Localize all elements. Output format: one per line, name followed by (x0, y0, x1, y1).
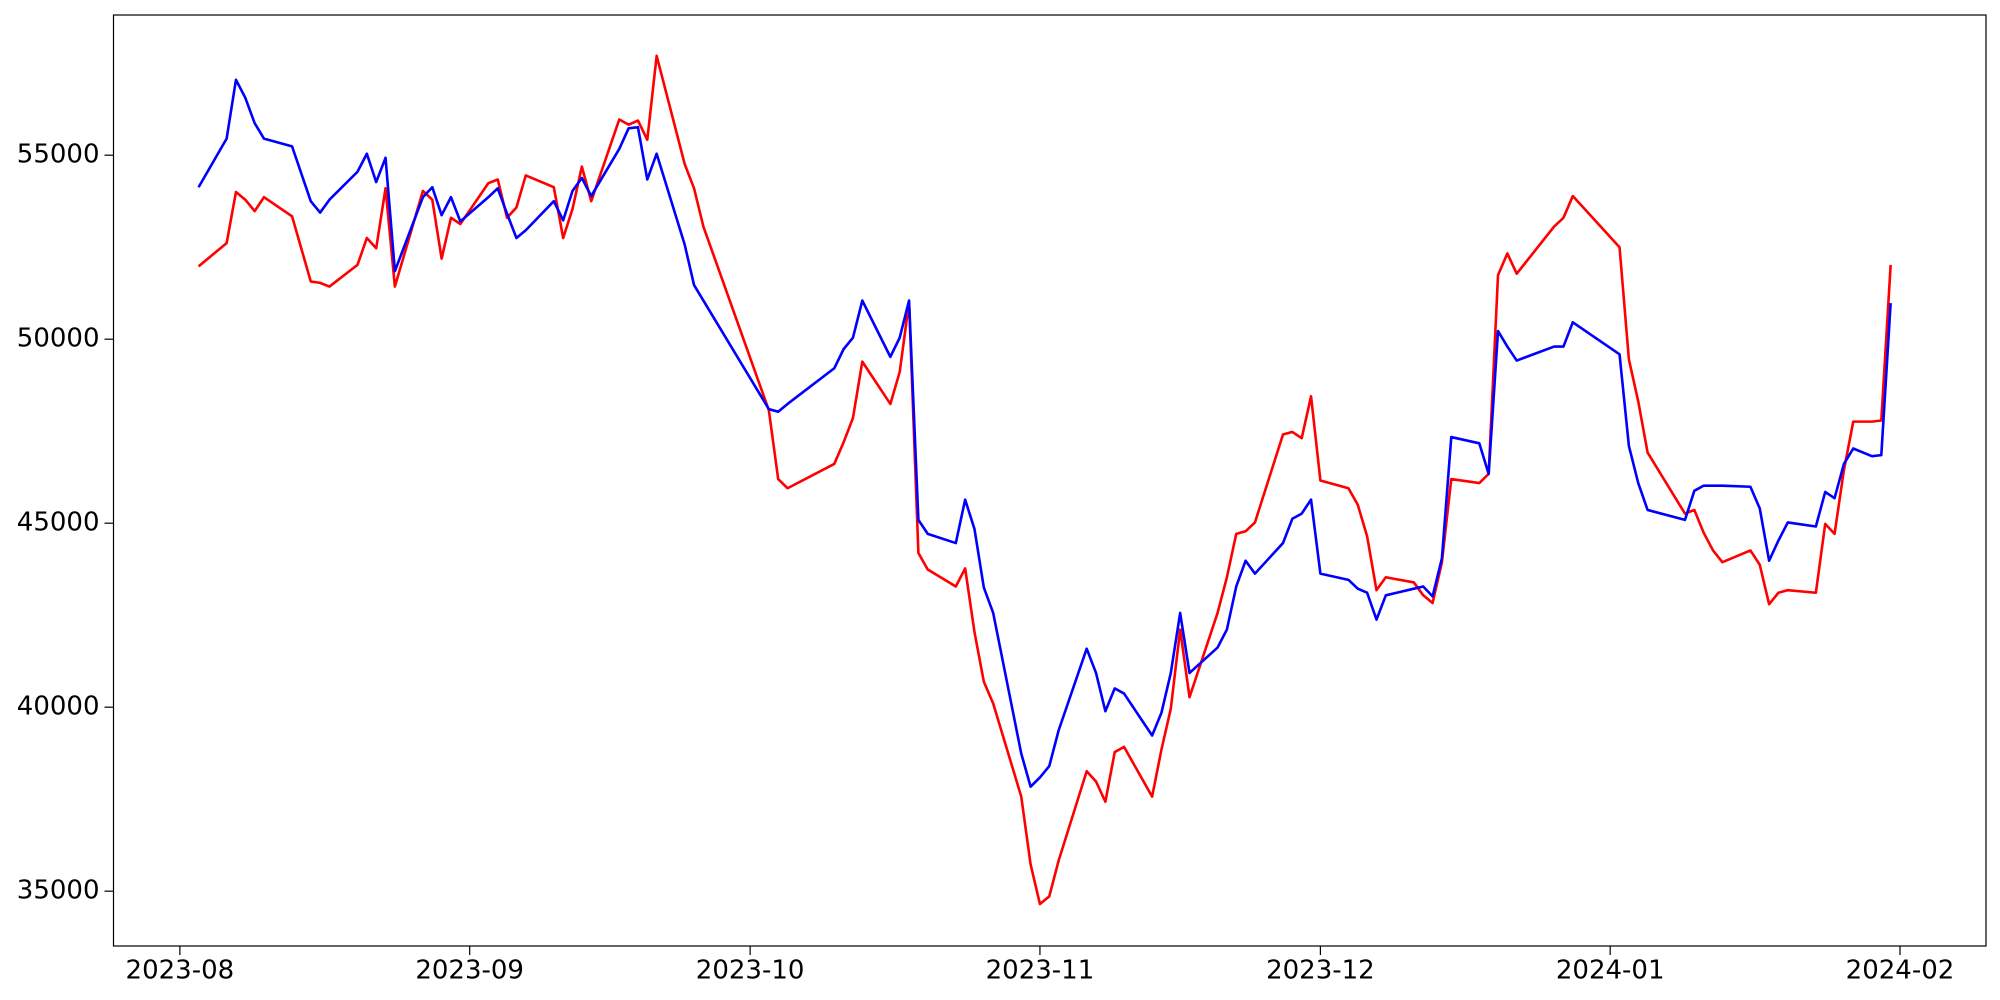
y-tick-label: 35000 (17, 876, 100, 906)
x-tick-label: 2023-09 (415, 956, 524, 986)
y-tick-label: 40000 (17, 692, 100, 722)
y-tick-label: 50000 (17, 324, 100, 354)
x-tick-label: 2024-01 (1556, 956, 1665, 986)
y-tick-label: 45000 (17, 508, 100, 538)
x-tick-label: 2023-12 (1266, 956, 1375, 986)
x-tick-label: 2023-11 (986, 956, 1095, 986)
x-tick-label: 2023-10 (696, 956, 805, 986)
series-line (197, 54, 1892, 906)
x-tick-label: 2024-02 (1846, 956, 1955, 986)
series-line (197, 78, 1892, 788)
y-tick-label: 55000 (17, 140, 100, 170)
x-tick-label: 2023-08 (126, 956, 235, 986)
plot-frame (112, 14, 1987, 947)
